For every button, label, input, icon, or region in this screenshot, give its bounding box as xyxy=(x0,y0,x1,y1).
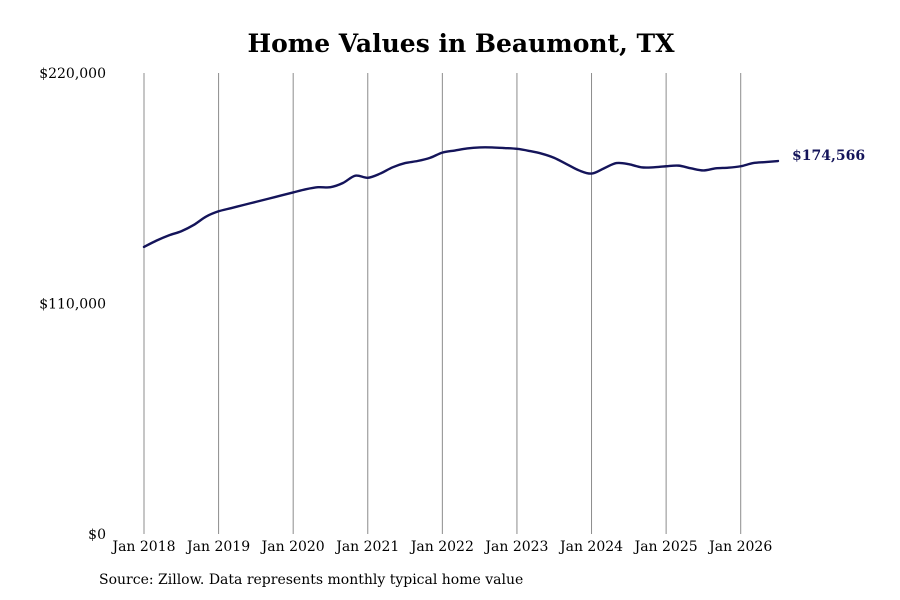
y-tick-label: $220,000 xyxy=(39,66,106,82)
x-axis-ticks: Jan 2018 Jan 2019 Jan 2020 Jan 2021 Jan 2022… xyxy=(110,539,772,555)
series-line xyxy=(142,146,780,249)
end-value-label: $174,566 xyxy=(792,148,865,164)
x-tick-label: Jan 2020 xyxy=(260,539,325,555)
x-tick-label: Jan 2018 xyxy=(110,539,175,555)
chart-title: Home Values in Beaumont, TX xyxy=(247,29,675,58)
x-tick-label: Jan 2023 xyxy=(483,539,548,555)
y-tick-label: $0 xyxy=(88,527,106,543)
x-tick-label: Jan 2024 xyxy=(558,539,623,555)
x-tick-label: Jan 2025 xyxy=(633,539,698,555)
x-tick-label: Jan 2021 xyxy=(334,539,399,555)
x-tick-label: Jan 2026 xyxy=(707,539,772,555)
gridlines xyxy=(143,73,742,534)
x-tick-label: Jan 2022 xyxy=(409,539,474,555)
x-tick-label: Jan 2019 xyxy=(185,539,250,555)
y-axis-ticks: $0 $110,000 $220,000 xyxy=(39,66,106,543)
y-tick-label: $110,000 xyxy=(39,297,106,313)
source-note: Source: Zillow. Data represents monthly … xyxy=(99,572,524,588)
